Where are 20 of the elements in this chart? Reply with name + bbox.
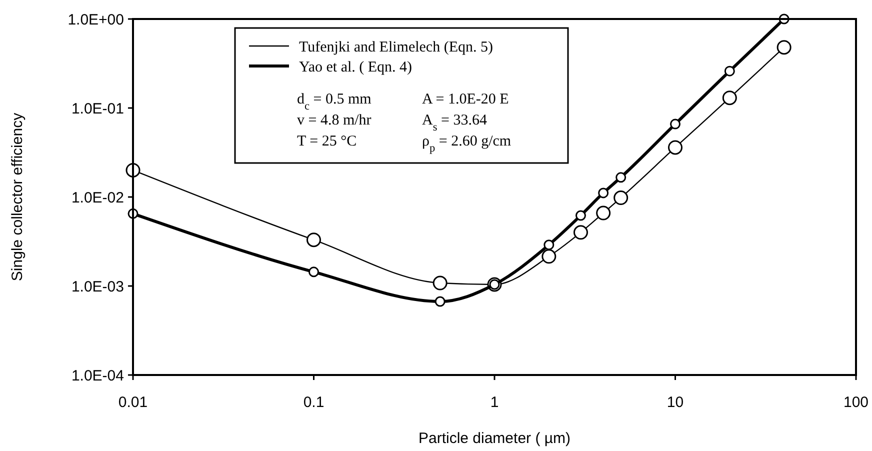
x-tick-label: 0.1 [303, 394, 324, 411]
x-tick-label: 0.01 [118, 394, 148, 411]
x-tick-label: 100 [843, 394, 869, 411]
y-tick-label: 1.0E-02 [71, 189, 124, 206]
y-tick-label: 1.0E-01 [71, 100, 124, 118]
legend-label: Tufenjki and Elimelech (Eqn. 5) [299, 39, 493, 56]
annotation: A = 1.0E-20 E [422, 91, 509, 108]
annotation: v = 4.8 m/hr [297, 112, 372, 128]
y-tick-label: 1.0E+00 [68, 11, 124, 28]
annotation: ρ$_{p}$ = 2.60 g/cm [422, 133, 512, 154]
x-tick-label: 10 [666, 394, 684, 411]
x-tick-label: 1 [490, 394, 499, 411]
x-axis-title: Particle diameter ( µm) [418, 430, 571, 447]
y-tick-label: 1.0E-03 [71, 278, 124, 296]
annotation: A$_{s}$ = 33.64 [422, 112, 488, 134]
legend-label: Yao et al. ( Eqn. 4) [299, 59, 412, 76]
annotation: d$_{c}$ = 0.5 mm [297, 91, 372, 112]
y-axis-title: Single collector efficiency [9, 112, 26, 282]
y-tick-label: 1.0E-04 [71, 367, 124, 384]
annotation: T = 25 °C [297, 133, 357, 150]
